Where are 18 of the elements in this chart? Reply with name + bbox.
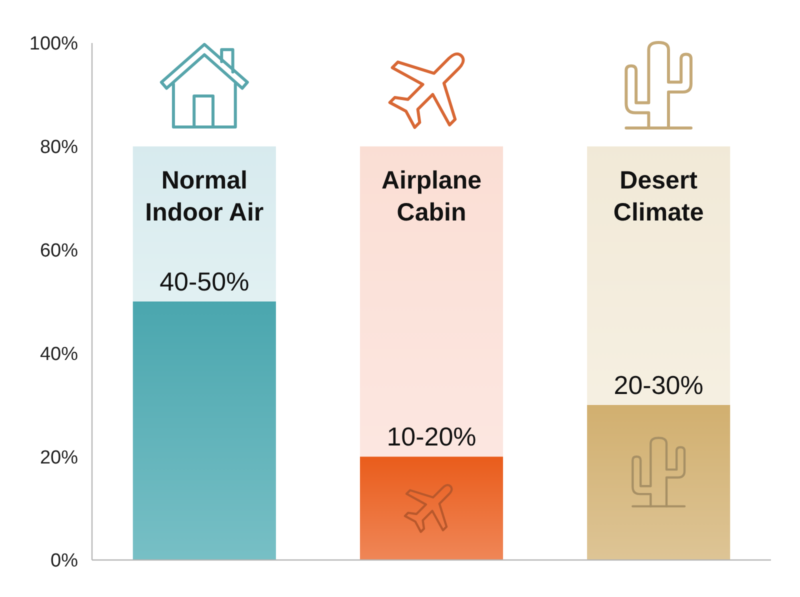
y-tick-label: 40% [40, 344, 78, 365]
bar [132, 302, 276, 560]
bar [360, 146, 504, 457]
y-tick-label: 80% [40, 137, 78, 158]
annotation: 10-20% [386, 422, 476, 452]
y-tick-label: 60% [40, 240, 78, 262]
bar [132, 146, 276, 302]
x-tick-label: Desert Climate [613, 166, 704, 226]
bar [360, 456, 504, 560]
annotation: 20-30% [614, 370, 704, 400]
annotation: 40-50% [160, 266, 250, 296]
y-tick-label: 20% [40, 447, 78, 468]
bar [587, 404, 730, 560]
x-tick-label: Airplane Cabin [381, 166, 482, 226]
x-tick-label: Normal Indoor Air [145, 166, 264, 226]
y-tick-label: 100% [29, 34, 78, 55]
y-tick-label: 0% [50, 550, 78, 572]
bar [587, 146, 730, 405]
